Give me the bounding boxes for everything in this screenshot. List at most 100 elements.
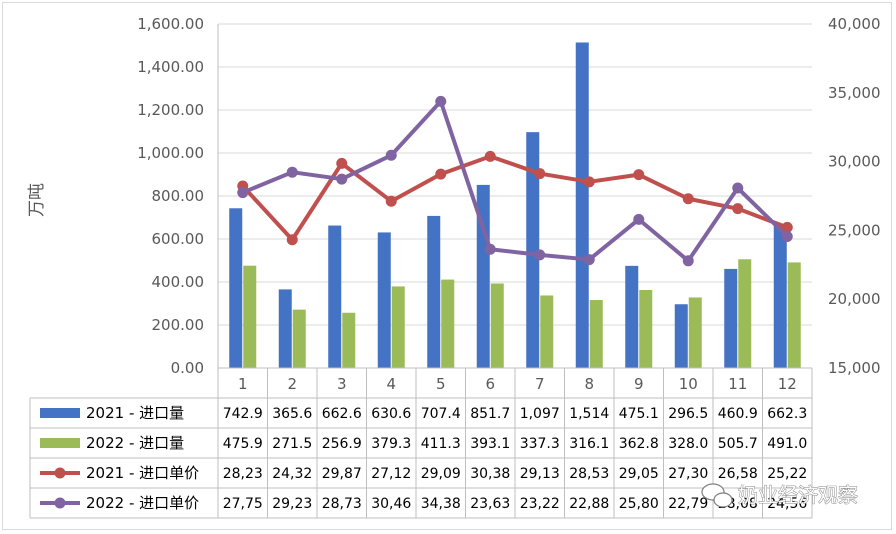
y-left-tick-label: 800.00 — [152, 187, 205, 205]
x-tick-label: 10 — [679, 375, 698, 393]
data-label: 851.7 — [470, 406, 510, 422]
data-label: 328.0 — [668, 436, 708, 452]
line-point — [286, 166, 298, 178]
line-point — [781, 221, 793, 233]
data-label: 362.8 — [619, 436, 659, 452]
legend-swatch — [40, 408, 80, 418]
line-point — [435, 168, 447, 180]
y-left-tick-label: 400.00 — [152, 273, 205, 291]
data-label: 365.6 — [272, 406, 312, 422]
bar — [674, 304, 688, 368]
line-point — [633, 169, 645, 181]
gridlines — [218, 23, 812, 326]
bar — [391, 286, 405, 368]
line-point — [732, 203, 744, 215]
data-label: 30,46 — [371, 496, 411, 512]
data-label: 491.0 — [767, 436, 807, 452]
data-label: 296.5 — [668, 406, 708, 422]
data-label: 662.6 — [322, 406, 362, 422]
data-label: 411.3 — [421, 436, 461, 452]
y-right-tick-label: 40,000 — [828, 15, 881, 33]
data-label: 475.9 — [223, 436, 263, 452]
line-point — [385, 195, 397, 207]
data-label: 460.9 — [718, 406, 758, 422]
data-label: 29,09 — [421, 466, 461, 482]
y-axis-label: 万吨 — [27, 183, 47, 217]
data-label: 29,13 — [520, 466, 560, 482]
line-point — [633, 213, 645, 225]
x-tick-label: 7 — [535, 375, 545, 393]
data-label: 1,097 — [520, 406, 560, 422]
line-point — [682, 193, 694, 205]
x-tick-label: 9 — [634, 375, 644, 393]
watermark: 奶业经济观察 — [701, 483, 858, 508]
x-tick-label: 1 — [238, 375, 248, 393]
legend-label: 2022 - 进口量 — [86, 434, 184, 452]
y-right-tick-label: 25,000 — [828, 221, 881, 239]
data-label: 22,88 — [569, 496, 609, 512]
bar — [589, 300, 603, 368]
y-left-tick-label: 200.00 — [152, 316, 205, 334]
data-label: 23,22 — [520, 496, 560, 512]
x-tick-label: 12 — [778, 375, 797, 393]
data-label: 28,73 — [322, 496, 362, 512]
data-label: 23,63 — [470, 496, 510, 512]
data-label: 24,32 — [272, 466, 312, 482]
y-right-tick-label: 35,000 — [828, 84, 881, 102]
data-label: 29,23 — [272, 496, 312, 512]
bar — [427, 215, 441, 368]
data-label: 27,30 — [668, 466, 708, 482]
line-point — [336, 157, 348, 169]
x-tick-label: 6 — [485, 375, 495, 393]
data-label: 707.4 — [421, 406, 461, 422]
y-left-tick-label: 1,000.00 — [137, 144, 204, 162]
bars — [229, 42, 801, 369]
y-right-tick-label: 20,000 — [828, 290, 881, 308]
data-label: 28,53 — [569, 466, 609, 482]
bar — [787, 262, 801, 368]
data-label: 34,38 — [421, 496, 461, 512]
x-tick-label: 4 — [386, 375, 396, 393]
bar — [229, 208, 243, 368]
data-label: 27,12 — [371, 466, 411, 482]
data-label: 28,23 — [223, 466, 263, 482]
line-point — [534, 249, 546, 261]
bar — [377, 232, 391, 368]
line-point — [484, 150, 496, 162]
line-point — [336, 173, 348, 185]
y-right-tick-label: 15,000 — [828, 359, 881, 377]
line-point — [534, 168, 546, 180]
x-tick-label: 8 — [584, 375, 594, 393]
data-label: 29,05 — [619, 466, 659, 482]
bar — [441, 279, 455, 368]
bar — [575, 42, 589, 369]
data-label: 29,87 — [322, 466, 362, 482]
data-label: 256.9 — [322, 436, 362, 452]
axes: 0.00 200.00 400.00 600.00 800.00 1,000.00 1,20… — [137, 15, 880, 377]
data-label: 30,38 — [470, 466, 510, 482]
line-point — [583, 254, 595, 266]
line-point — [484, 243, 496, 255]
data-label: 393.1 — [470, 436, 510, 452]
data-label: 742.9 — [223, 406, 263, 422]
data-label: 25,80 — [619, 496, 659, 512]
bar — [688, 297, 702, 368]
line-point — [286, 234, 298, 246]
x-tick-label: 5 — [436, 375, 446, 393]
line-point — [732, 182, 744, 194]
bar — [476, 184, 490, 368]
bar — [278, 289, 292, 368]
bar — [773, 225, 787, 368]
data-label: 337.3 — [520, 436, 560, 452]
bar — [328, 225, 342, 368]
line-point — [682, 255, 694, 267]
data-label: 662.3 — [767, 406, 807, 422]
legend-swatch — [40, 438, 80, 448]
line-point — [435, 95, 447, 107]
bar — [540, 295, 554, 368]
data-label: 379.3 — [371, 436, 411, 452]
y-left-tick-label: 1,200.00 — [137, 101, 204, 119]
line-point — [237, 187, 249, 199]
line-point — [583, 176, 595, 188]
